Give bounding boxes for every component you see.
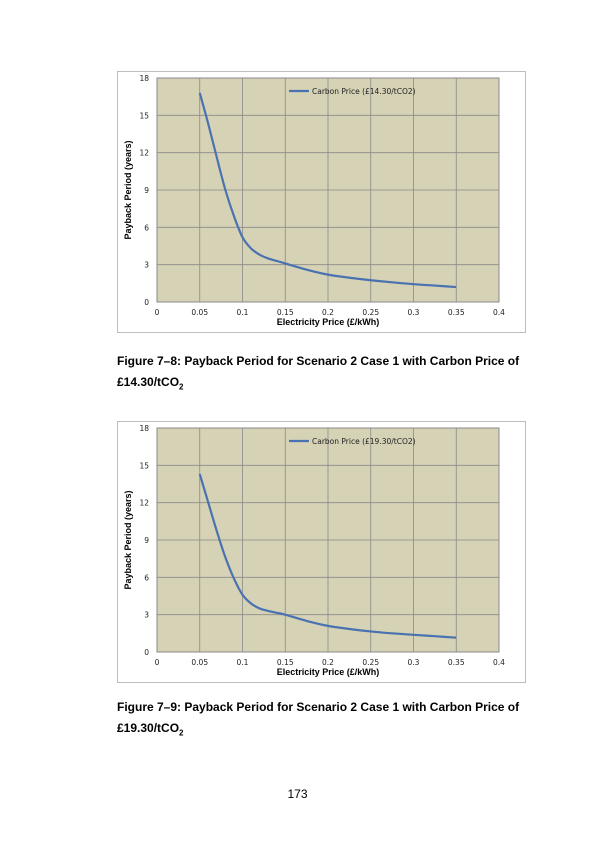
x-tick-label: 0.25 (362, 308, 379, 317)
y-tick-label: 9 (144, 536, 149, 545)
caption-line-2: £14.30/tCO (117, 375, 180, 389)
legend-label: Carbon Price (£14.30/tCO2) (312, 87, 416, 96)
x-tick-label: 0 (155, 308, 160, 317)
x-tick-label: 0.35 (448, 308, 465, 317)
y-tick-label: 6 (144, 223, 149, 232)
y-tick-label: 12 (139, 149, 149, 158)
y-tick-label: 0 (144, 648, 149, 657)
x-tick-label: 0.05 (191, 308, 208, 317)
figure-caption: Figure 7–9: Payback Period for Scenario … (117, 697, 537, 743)
caption-line-2: £19.30/tCO (117, 721, 180, 735)
y-tick-label: 3 (144, 261, 149, 270)
x-tick-label: 0.3 (408, 658, 420, 667)
y-tick-label: 6 (144, 573, 149, 582)
x-axis-label: Electricity Price (£/kWh) (277, 317, 380, 327)
x-tick-label: 0.25 (362, 658, 379, 667)
x-tick-label: 0.3 (408, 308, 420, 317)
y-tick-label: 18 (139, 74, 149, 83)
y-tick-label: 15 (139, 461, 149, 470)
y-tick-label: 15 (139, 111, 149, 120)
y-tick-label: 3 (144, 611, 149, 620)
x-tick-label: 0.4 (493, 658, 505, 667)
x-tick-label: 0.2 (322, 308, 334, 317)
chart-svg: 0 0.05 0.1 0.15 0.2 0.25 0.3 0.35 0.4 0 3 6 9 12 15 18 E… (123, 74, 505, 327)
y-tick-label: 12 (139, 499, 149, 508)
x-tick-label: 0.15 (277, 658, 294, 667)
x-tick-label: 0 (155, 658, 160, 667)
caption-line-1: Figure 7–8: Payback Period for Scenario … (117, 354, 520, 368)
x-tick-label: 0.15 (277, 308, 294, 317)
caption-subscript: 2 (179, 382, 184, 392)
x-tick-label: 0.2 (322, 658, 334, 667)
chart-figure-7-9: 0 0.05 0.1 0.15 0.2 0.25 0.3 0.35 0.4 0 3 6 9 12 15 18 E… (117, 421, 526, 683)
x-tick-label: 0.35 (448, 658, 465, 667)
x-tick-label: 0.05 (191, 658, 208, 667)
x-tick-label: 0.1 (237, 308, 249, 317)
chart-svg: 0 0.05 0.1 0.15 0.2 0.25 0.3 0.35 0.4 0 3 6 9 12 15 18 E… (123, 424, 505, 677)
legend-label: Carbon Price (£19.30/tCO2) (312, 437, 416, 446)
x-tick-label: 0.1 (237, 658, 249, 667)
y-tick-label: 18 (139, 424, 149, 433)
figure-caption: Figure 7–8: Payback Period for Scenario … (117, 351, 537, 397)
y-axis-label: Payback Period (years) (123, 140, 133, 239)
y-tick-label: 9 (144, 186, 149, 195)
series-line (198, 473, 457, 639)
caption-line-1: Figure 7–9: Payback Period for Scenario … (117, 700, 520, 714)
y-axis-label: Payback Period (years) (123, 490, 133, 589)
page-number: 173 (287, 787, 308, 801)
y-tick-label: 0 (144, 298, 149, 307)
chart-figure-7-8: 0 0.05 0.1 0.15 0.2 0.25 0.3 0.35 0.4 0 3 6 9 12 15 18 E… (117, 71, 526, 333)
x-tick-label: 0.4 (493, 308, 505, 317)
caption-subscript: 2 (179, 728, 184, 738)
x-axis-label: Electricity Price (£/kWh) (277, 667, 380, 677)
series-line (198, 92, 457, 289)
